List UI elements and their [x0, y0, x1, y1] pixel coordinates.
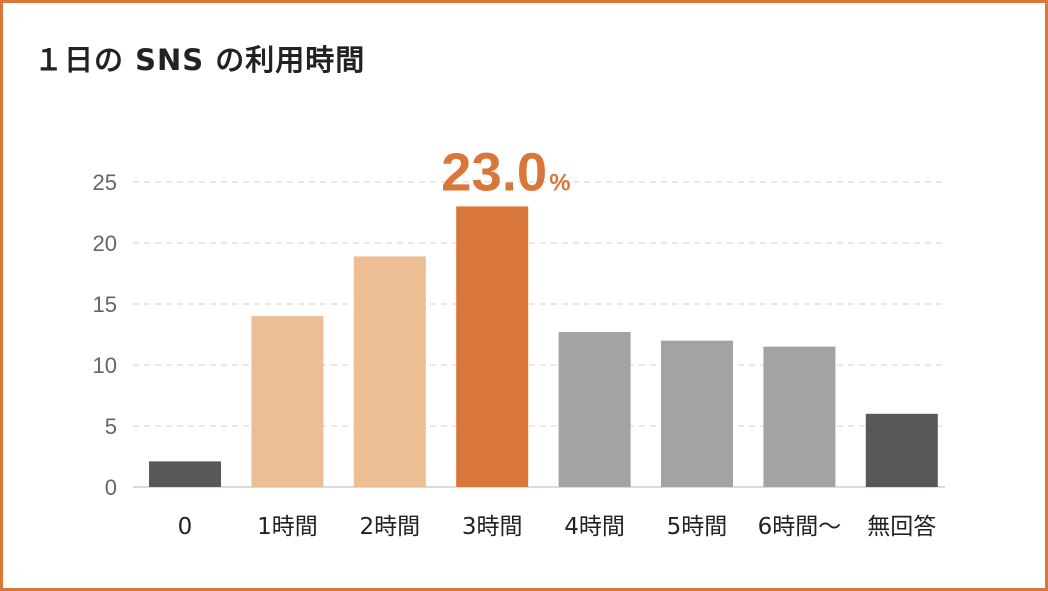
y-tick-label: 20 [93, 231, 117, 256]
x-tick-label: 無回答 [867, 514, 936, 540]
bar [353, 256, 426, 487]
y-tick-label: 0 [105, 475, 117, 500]
bar [661, 340, 733, 487]
value-callout-unit: % [549, 169, 570, 196]
bar [763, 346, 836, 487]
value-callout: 23.0 [441, 142, 547, 202]
bar [149, 461, 221, 487]
x-tick-label: 1時間 [257, 514, 318, 540]
y-tick-label: 5 [105, 414, 117, 439]
bar [558, 332, 631, 487]
bar [456, 206, 529, 487]
y-tick-label: 15 [93, 292, 117, 317]
x-tick-label: 2時間 [359, 514, 420, 540]
y-tick-label: 25 [93, 170, 117, 195]
x-tick-label: 4時間 [564, 514, 625, 540]
x-tick-label: 0 [178, 514, 193, 540]
y-tick-label: 10 [93, 353, 117, 378]
bar [865, 413, 938, 487]
bar [251, 316, 324, 487]
x-tick-label: 3時間 [462, 514, 523, 540]
x-tick-label: 5時間 [667, 514, 728, 540]
x-tick-label: 6時間〜 [758, 514, 842, 540]
chart-title: １日の SNS の利用時間 [34, 43, 366, 77]
